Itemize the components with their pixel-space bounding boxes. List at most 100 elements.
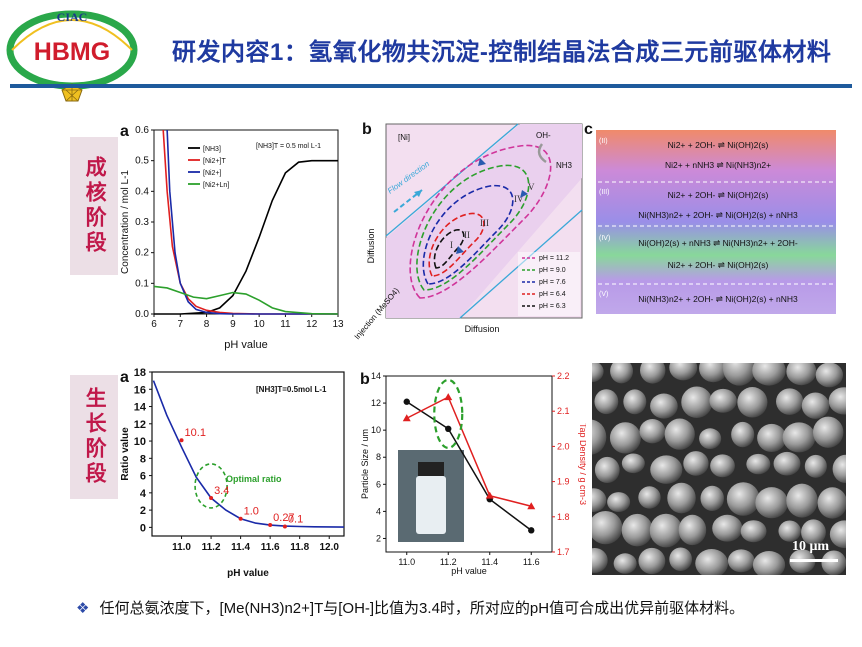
sem-particle-40 [700,485,724,511]
flow-arrowhead [414,190,422,197]
sem-particle-37 [607,492,631,513]
a1-xtick-label-3: 9 [230,319,236,330]
legend-ph-6-3: pH = 6.3 [539,303,566,310]
panel-b1-letter: b [362,121,372,138]
a1-xtick-label-4: 10 [254,319,266,330]
panel-b1: b [Ni] Flow direction I II III IV V OH- … [350,118,590,341]
sem-particle-59 [727,549,755,573]
sem-particle-7 [786,363,817,386]
contour-ph-9-0 [416,164,530,291]
a1-legend-label-1: [Ni2+]T [203,158,226,165]
slide-title: 研发内容1：氢氧化物共沉淀-控制结晶法合成三元前驱体材料 [172,39,832,66]
a1-ytick-label-0: 0.0 [135,309,149,320]
b2-density-point-1 [444,393,453,401]
a1-xtick-label-1: 7 [178,319,184,330]
a1-series-line-2 [166,129,338,315]
a2-ytick-label-4: 8 [140,453,146,465]
sem-particle-8 [815,363,844,388]
sem-particle-30 [683,451,709,476]
b2-density-point-3 [527,502,536,510]
a2-ytick-label-7: 14 [134,402,147,414]
legend-ph-11-2: pH = 11.2 [539,255,569,262]
contour-ph-11-2 [409,144,552,299]
b2-ytick-label-5: 12 [371,398,381,408]
panel-c1-letter: c [584,121,593,138]
a2-plot-frame [151,371,345,537]
sem-particle-50 [740,520,767,543]
a2-point-2 [238,516,243,521]
logo-top-text: CIAC [57,10,88,24]
sem-particle-19 [609,422,641,454]
panel-b2: b 11.0 11.2 11.4 11.6 2 4 6 8 10 12 14 1.7 1.8 1.9 2.0 2… [346,362,588,588]
reaction-iv-line-1: Ni(OH)2(s) + nNH3 ⇌ Ni(NH3)n2+ + 2OH- [638,238,798,248]
section-label-growth: 生长阶段 [70,375,118,499]
a2-point-label-2: 1.0 [244,506,259,518]
sem-particle-2 [640,363,666,384]
sem-particle-45 [592,510,623,545]
section-text-nucleation: 成核阶段 [83,156,107,256]
sem-particle-33 [773,451,801,476]
a1-ytick-label-5: 0.5 [135,156,149,167]
sem-particle-56 [638,547,666,575]
panel-a1-letter: a [120,123,129,140]
a2-ylabel: Ratio value [120,427,131,481]
sem-particle-51 [778,520,801,542]
sem-particle-24 [757,423,787,453]
reaction-box [596,130,836,314]
panel-a1: a 6 7 8 9 10 11 12 13 0.0 0.1 0.2 0.3 0.4 0.5 0.6 [NH3] [… [116,118,350,358]
b2-size-point-3 [528,527,535,534]
a2-ratio-line [152,380,345,528]
sem-particle-4 [699,363,728,383]
sem-particle-16 [801,392,830,419]
b2-ylabel-right: Tap Density / g cm-3 [578,423,586,505]
sem-particle-27 [594,456,620,484]
a1-series-line-3 [153,285,339,315]
vial-cap [418,462,444,476]
b2-xtick-label-3: 11.6 [523,557,540,567]
sem-particle-25 [782,422,816,453]
panel-a2: a 11.0 11.2 11.4 11.6 11.8 12.0 0 2 4 6 8 10 12 14 16 18… [116,362,352,590]
a2-ytick-label-0: 0 [140,522,146,534]
b2-xtick-label-0: 11.0 [398,557,415,567]
sem-particle-58 [695,549,729,575]
sem-particle-52 [801,519,826,546]
contour-ph-6-3 [433,229,465,269]
sem-particle-28 [621,453,645,474]
sem-particle-18 [592,419,607,455]
a1-condition: [NH3]T = 0.5 mol L-1 [256,143,321,150]
a1-series-line-0 [154,159,338,315]
sem-image: 10 μm [592,363,846,575]
sem-particle-44 [817,487,846,519]
a2-point-label-1: 3.4 [214,485,229,497]
sem-particle-32 [746,453,771,475]
sem-particle-20 [639,419,666,444]
b2-ylabel-right-group: Tap Density / g cm-3 [578,423,588,505]
phase-boundary-upper [385,123,519,237]
b2-ytick-label-1: 4 [376,506,381,516]
a2-point-label-4: 0.1 [288,514,303,526]
reaction-tag-iii: (III) [599,189,610,196]
a2-xtick-label-2: 11.4 [231,542,250,553]
a1-ytick-label-3: 0.3 [135,217,149,228]
a1-ytick-label-4: 0.4 [135,186,149,197]
flow-marker-2 [456,246,464,254]
sem-particle-54 [592,547,608,573]
b2-size-point-0 [403,398,410,405]
a2-ytick-label-2: 4 [140,488,147,500]
b2-ytick-label-6: 14 [371,371,381,381]
a2-ytick-label-8: 16 [134,384,146,396]
a2-xtick-label-1: 11.2 [202,542,221,553]
phase-xlabel: Diffusion [465,324,500,334]
sem-particle-41 [726,482,760,516]
sem-particle-13 [709,388,737,413]
sem-particle-26 [812,416,844,448]
a2-point-label-3: 0.27 [273,512,294,524]
a1-xtick-label-6: 12 [306,319,318,330]
sem-particle-21 [664,418,695,450]
b2-ylabel-left: Particle Size / um [360,429,370,499]
a2-ytick-label-1: 2 [140,505,146,517]
a2-xtick-label-5: 12.0 [319,542,339,553]
section-label-nucleation: 成核阶段 [70,137,118,275]
a2-point-label-0: 10.1 [185,427,206,439]
b2-xlabel: pH value [451,566,487,576]
